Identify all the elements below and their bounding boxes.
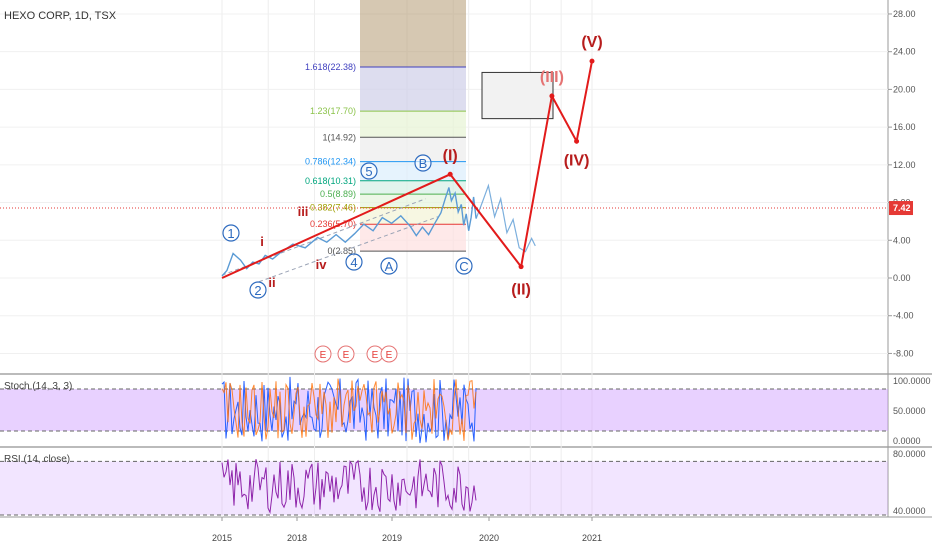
fib-level-label: 0.786(12.34)	[305, 157, 356, 167]
x-tick-label: 2021	[582, 533, 602, 543]
wave-label: (IV)	[564, 152, 590, 169]
oscillator-title: Stoch (14, 3, 3)	[4, 381, 72, 392]
current-price-tag	[889, 201, 913, 216]
minor-wave-label: ii	[268, 275, 275, 290]
fib-level-label: 0.618(10.31)	[305, 176, 356, 186]
event-marker	[314, 345, 332, 363]
oscillator-tick-label: 80.0000	[893, 449, 926, 459]
wave-label: (II)	[511, 282, 531, 299]
oscillator-band	[0, 461, 888, 515]
circled-wave-marker	[222, 224, 240, 242]
oscillator-tick-label: 100.0000	[893, 376, 931, 386]
current-price-label: 7.42	[893, 203, 911, 213]
x-tick-label: 2020	[479, 533, 499, 543]
price-series-line	[475, 183, 536, 253]
wave-label: (V)	[581, 34, 602, 51]
elliott-wave-path	[221, 60, 593, 279]
fib-band	[360, 180, 466, 195]
wave-label: (III)	[540, 69, 564, 86]
fib-band	[360, 224, 466, 252]
oscillator-title: RSI (14, close)	[4, 454, 70, 465]
price-tick-label: 24.00	[893, 47, 916, 57]
circled-wave-label: A	[385, 259, 394, 274]
minor-wave-label: iv	[316, 257, 328, 272]
channel-line	[258, 216, 439, 283]
event-marker-label: E	[343, 350, 350, 361]
fib-band	[360, 137, 466, 162]
event-marker-label: E	[386, 350, 393, 361]
oscillator-tick-label: 0.0000	[893, 436, 921, 446]
circled-wave-label: B	[419, 156, 428, 171]
circled-wave-marker	[380, 257, 398, 275]
x-tick-label: 2018	[287, 533, 307, 543]
fib-band	[360, 111, 466, 138]
wave-point	[447, 171, 453, 177]
price-tick-label: 0.00	[893, 273, 911, 283]
projection-zone	[360, 0, 466, 67]
circled-wave-marker	[345, 253, 363, 271]
fib-band	[360, 66, 466, 112]
event-marker	[380, 345, 398, 363]
wave-point	[549, 93, 555, 99]
price-tick-label: 12.00	[893, 160, 916, 170]
fib-level-label: 0.382(7.46)	[310, 203, 356, 213]
event-marker	[337, 345, 355, 363]
circled-wave-marker	[360, 162, 378, 180]
fib-band	[360, 207, 466, 225]
fib-level-label: 0.5(8.89)	[320, 189, 356, 199]
event-marker-label: E	[320, 350, 327, 361]
fib-band	[360, 161, 466, 181]
circled-wave-label: 4	[350, 255, 357, 270]
circled-wave-label: 1	[227, 226, 234, 241]
wave-point	[518, 264, 524, 270]
event-marker-label: E	[372, 350, 379, 361]
circled-wave-marker	[455, 257, 473, 275]
circled-wave-label: 2	[254, 283, 261, 298]
fib-level-label: 1(14.92)	[322, 132, 356, 142]
price-tick-label: -4.00	[893, 311, 914, 321]
price-tick-label: 20.00	[893, 84, 916, 94]
price-tick-label: 28.00	[893, 9, 916, 19]
oscillator-line	[221, 459, 477, 515]
oscillator-tick-label: 50.0000	[893, 406, 926, 416]
circled-wave-label: C	[459, 259, 468, 274]
circled-wave-marker	[414, 154, 432, 172]
minor-wave-label: iii	[298, 204, 309, 219]
oscillator-line	[221, 378, 477, 441]
fib-level-label: 1.23(17.70)	[310, 106, 356, 116]
price-tick-label: 4.00	[893, 235, 911, 245]
wave-point	[589, 58, 595, 64]
wave-point	[574, 138, 580, 144]
fib-level-label: 0.236(5.70)	[310, 219, 356, 229]
circled-wave-label: 5	[365, 164, 372, 179]
fib-level-label: 1.618(22.38)	[305, 62, 356, 72]
minor-wave-label: i	[260, 234, 264, 249]
wave-label: (I)	[443, 147, 458, 164]
target-box	[481, 71, 554, 120]
x-tick-label: 2019	[382, 533, 402, 543]
price-tick-label: 16.00	[893, 122, 916, 132]
fib-level-label: 0(2.85)	[327, 246, 356, 256]
circled-wave-marker	[249, 281, 267, 299]
chart-title: HEXO CORP, 1D, TSX	[4, 10, 117, 22]
price-tick-label: -8.00	[893, 348, 914, 358]
oscillator-tick-label: 40.0000	[893, 506, 926, 516]
x-tick-label: 2015	[212, 533, 232, 543]
